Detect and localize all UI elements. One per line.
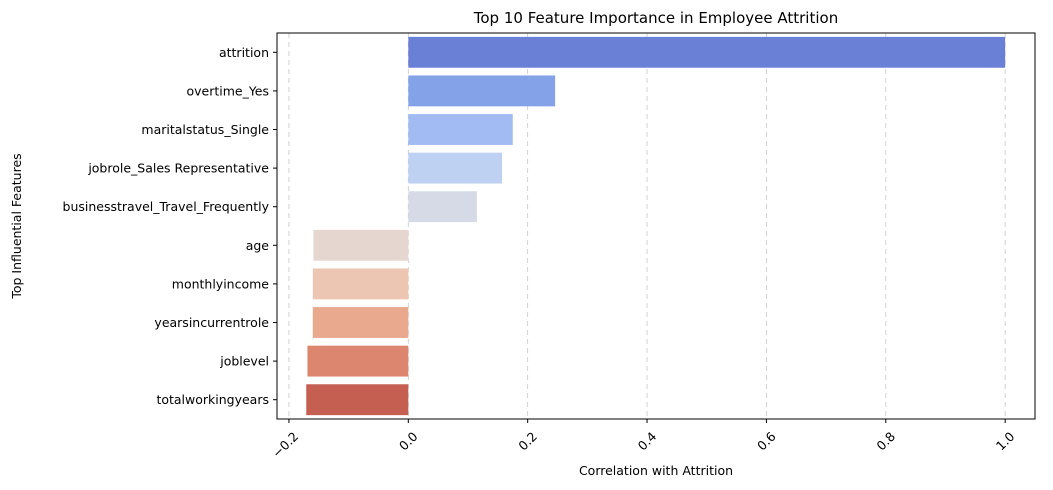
x-tick-label: 0.0 bbox=[396, 429, 421, 454]
x-tick-label: 1.0 bbox=[993, 429, 1018, 454]
bar bbox=[408, 75, 556, 107]
plot-frame bbox=[276, 32, 1036, 420]
y-tick-label: businesstravel_Travel_Frequently bbox=[63, 199, 270, 214]
y-tick-label: overtime_Yes bbox=[186, 83, 269, 98]
bar bbox=[313, 229, 409, 261]
x-axis: −0.2 0.0 0.2 0.4 0.6 0.8 1.0 bbox=[269, 419, 1017, 461]
y-tick-label: monthlyincome bbox=[172, 276, 270, 291]
x-tick-label: 0.2 bbox=[515, 429, 540, 454]
y-axis: attrition overtime_Yes maritalstatus_Singl… bbox=[63, 45, 277, 407]
bar bbox=[408, 191, 477, 223]
x-tick-label: 0.6 bbox=[754, 429, 779, 454]
y-axis-label: Top Influential Features bbox=[9, 153, 24, 299]
x-tick-label: 0.8 bbox=[873, 429, 898, 454]
bar bbox=[408, 152, 503, 184]
x-axis-label: Correlation with Attrition bbox=[579, 463, 733, 478]
y-tick-label: totalworkingyears bbox=[156, 392, 269, 407]
bar bbox=[408, 114, 513, 145]
bar bbox=[312, 268, 409, 300]
y-tick-label: joblevel bbox=[219, 354, 269, 369]
x-tick-label: 0.4 bbox=[635, 429, 660, 454]
y-tick-label: attrition bbox=[219, 45, 269, 60]
bar bbox=[306, 384, 409, 416]
y-tick-label: maritalstatus_Single bbox=[141, 122, 269, 137]
y-tick-label: jobrole_Sales Representative bbox=[87, 161, 269, 176]
bar bbox=[312, 307, 409, 338]
y-tick-label: age bbox=[246, 238, 270, 253]
bar bbox=[307, 345, 409, 377]
bar bbox=[408, 36, 1006, 68]
bars bbox=[306, 36, 1006, 416]
x-tick-label: −0.2 bbox=[269, 429, 301, 461]
chart-title: Top 10 Feature Importance in Employee At… bbox=[473, 9, 838, 27]
y-tick-label: yearsincurrentrole bbox=[154, 315, 269, 330]
